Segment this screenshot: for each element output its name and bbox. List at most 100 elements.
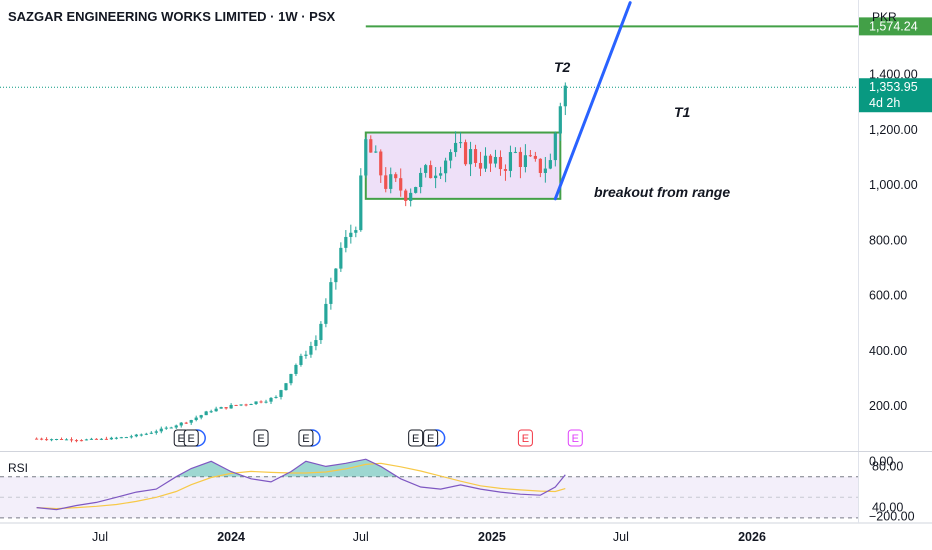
- candle: [289, 373, 293, 384]
- earnings-marker-label: E: [522, 433, 529, 445]
- t1-price-badge-bg: [859, 17, 932, 36]
- candle: [324, 303, 328, 324]
- candle: [443, 160, 448, 174]
- candle: [184, 422, 188, 424]
- candle: [478, 162, 483, 169]
- candle: [523, 155, 528, 168]
- t1-label: T1: [674, 104, 691, 120]
- candle: [553, 133, 557, 161]
- time-tick-label: 2025: [478, 530, 506, 544]
- candle: [463, 142, 468, 165]
- candle: [114, 437, 118, 439]
- earnings-marker-label: E: [302, 433, 309, 445]
- candle: [349, 232, 353, 237]
- candle: [563, 85, 567, 107]
- chart-title: SAZGAR ENGINEERING WORKS LIMITED · 1W · …: [8, 9, 336, 24]
- earnings-marker-label: E: [188, 433, 195, 445]
- candle: [99, 438, 104, 440]
- candle: [359, 175, 363, 231]
- candle: [79, 440, 84, 442]
- candle: [299, 355, 303, 365]
- last-price-badge: 1,353.95: [869, 80, 918, 94]
- candle: [414, 187, 418, 193]
- candle: [399, 178, 403, 191]
- breakout-annotation: breakout from range: [594, 184, 731, 200]
- candle: [229, 404, 233, 409]
- candle: [453, 142, 458, 153]
- price-tick-label: 0.00: [869, 454, 893, 468]
- candle: [189, 420, 193, 423]
- candle: [119, 437, 123, 439]
- candle: [59, 439, 64, 441]
- price-tick-label: 200.00: [869, 399, 907, 413]
- candle: [89, 438, 94, 440]
- candle: [39, 438, 44, 440]
- candle: [144, 433, 148, 435]
- rsi-pane-label[interactable]: RSI: [8, 461, 29, 475]
- time-tick-label: 2026: [738, 530, 766, 544]
- candle: [154, 431, 158, 433]
- candle: [429, 165, 433, 179]
- earnings-marker-label: E: [412, 433, 419, 445]
- candle: [284, 383, 288, 391]
- price-tick-label: 1,400.00: [869, 68, 918, 82]
- candle: [304, 354, 308, 356]
- time-tick-label: Jul: [92, 530, 108, 544]
- candle: [204, 411, 208, 416]
- candle: [159, 428, 163, 432]
- earnings-marker: [517, 429, 533, 447]
- rsi-tick-label: 40.00: [872, 501, 903, 515]
- price-axis-border: [858, 0, 859, 523]
- candle: [219, 407, 223, 409]
- candle: [538, 158, 542, 173]
- candle: [209, 411, 213, 413]
- candle: [473, 149, 478, 163]
- candle: [249, 404, 253, 406]
- candle: [194, 417, 198, 421]
- candle: [274, 396, 278, 398]
- candle: [109, 437, 114, 440]
- candle: [279, 390, 283, 397]
- candle: [164, 427, 168, 429]
- candle: [309, 345, 313, 355]
- t2-label: T2: [554, 59, 571, 75]
- candle: [69, 439, 74, 441]
- candle: [64, 439, 69, 441]
- time-tick-label: 2024: [217, 530, 245, 544]
- t1-price-badge: 1,574.24: [869, 19, 918, 33]
- candle: [458, 142, 463, 144]
- candle: [139, 434, 143, 436]
- candle: [543, 168, 547, 173]
- candle: [518, 151, 523, 168]
- candle: [179, 422, 183, 426]
- candle: [513, 151, 518, 153]
- candle: [339, 247, 343, 269]
- currency-label[interactable]: PKR: [872, 10, 897, 24]
- candle: [264, 401, 268, 403]
- last-price-badge-bg: [859, 78, 932, 113]
- price-tick-label: 400.00: [869, 344, 907, 358]
- candle: [394, 174, 398, 179]
- candle: [269, 397, 273, 402]
- candle: [498, 156, 503, 170]
- candle: [379, 151, 383, 176]
- rsi-overbought-fill: [36, 459, 566, 477]
- candle: [74, 440, 79, 442]
- candle: [528, 155, 532, 157]
- candle: [54, 439, 59, 441]
- pane-divider[interactable]: [0, 451, 932, 452]
- bar-countdown: 4d 2h: [869, 96, 900, 110]
- earnings-marker: [183, 429, 199, 447]
- candle: [419, 172, 423, 188]
- candle: [439, 173, 443, 176]
- candle: [334, 268, 338, 283]
- candle: [244, 404, 248, 406]
- candle: [129, 436, 133, 438]
- candle: [369, 139, 373, 153]
- candle: [149, 432, 153, 434]
- candle: [389, 174, 393, 189]
- candle: [259, 401, 263, 403]
- candle: [199, 415, 203, 418]
- price-tick-label: −200.00: [869, 510, 915, 524]
